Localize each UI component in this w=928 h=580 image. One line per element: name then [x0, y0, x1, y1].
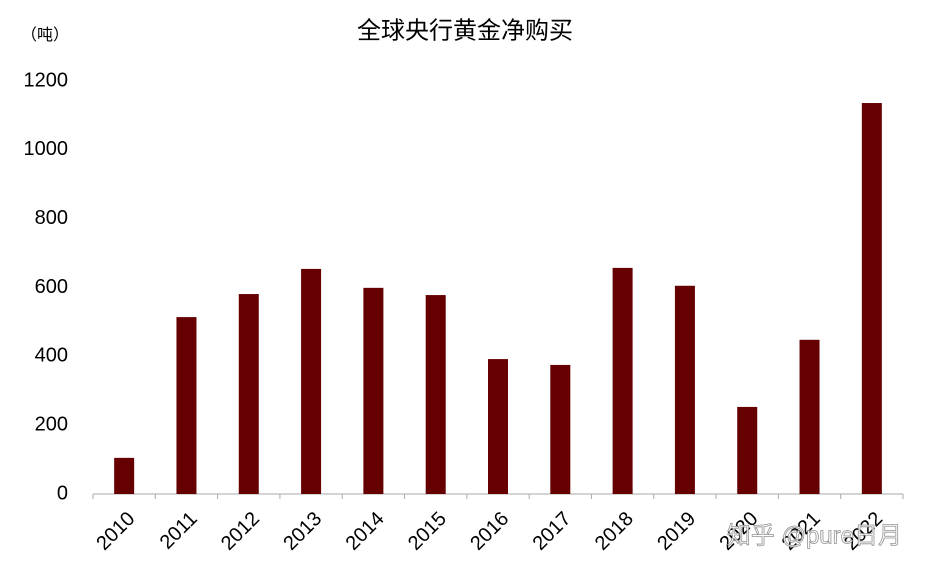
x-tick-label: 2017 — [529, 508, 576, 555]
x-tick-label: 2010 — [92, 508, 139, 555]
bar — [238, 294, 259, 494]
y-tick-label: 800 — [35, 207, 68, 229]
y-tick-label: 1200 — [24, 69, 69, 91]
x-tick-label: 2014 — [342, 508, 389, 555]
bar — [363, 287, 384, 494]
bar — [674, 285, 695, 494]
bar — [301, 268, 322, 494]
bar — [861, 103, 882, 494]
x-tick-label: 2013 — [279, 508, 326, 555]
y-tick-label: 600 — [35, 276, 68, 298]
x-tick-label: 2016 — [466, 508, 513, 555]
bar — [799, 339, 820, 494]
bar — [737, 406, 758, 494]
x-tick-label: 2019 — [653, 508, 700, 555]
x-tick-label: 2011 — [156, 508, 202, 554]
watermark: 知乎 @pure日月 — [727, 522, 902, 549]
x-tick-label: 2015 — [404, 508, 451, 555]
y-tick-label: 400 — [35, 345, 68, 367]
bar — [612, 267, 633, 494]
x-tick-label: 2012 — [217, 508, 264, 555]
unit-label: （吨） — [21, 26, 69, 44]
bar — [425, 295, 446, 494]
chart-title: 全球央行黄金净购买 — [357, 17, 573, 44]
y-tick-label: 200 — [35, 413, 68, 435]
bar — [488, 359, 508, 494]
bar — [114, 457, 135, 494]
y-tick-label: 0 — [57, 482, 68, 504]
x-tick-label: 2018 — [591, 508, 638, 555]
bar — [176, 317, 197, 494]
bar — [550, 364, 571, 494]
y-tick-label: 1000 — [24, 138, 69, 160]
